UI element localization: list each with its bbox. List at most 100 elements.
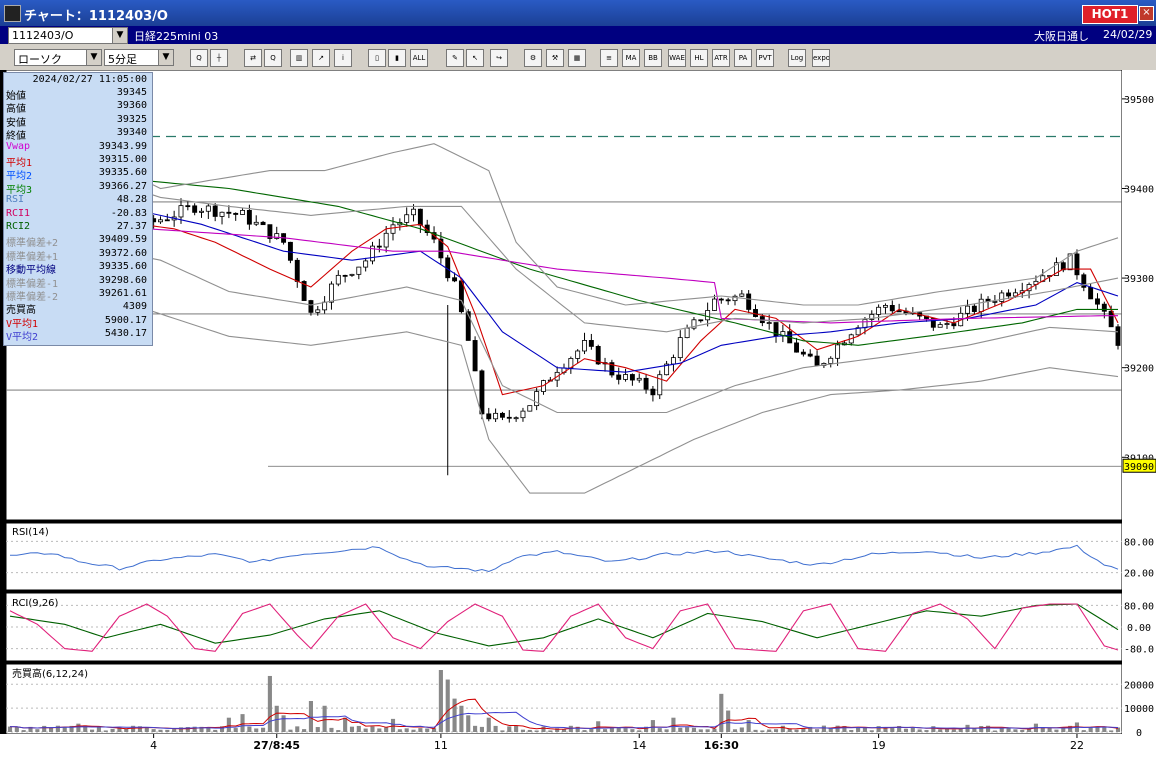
candle-body xyxy=(329,283,334,303)
current-price-label: 39090 xyxy=(1124,462,1154,473)
candle-body xyxy=(1053,262,1059,276)
toolbar-redo-icon[interactable]: ↪ xyxy=(490,49,508,67)
toolbar-bar-chart-icon[interactable]: ▥ xyxy=(290,49,308,67)
volume-bar xyxy=(411,729,416,732)
chevron-down-icon[interactable]: ▼ xyxy=(86,50,101,65)
period-select[interactable]: 5分足 ▼ xyxy=(104,49,174,66)
toolbar-wrench-icon[interactable]: ⚒ xyxy=(546,49,564,67)
chart-type-select[interactable]: ローソク ▼ xyxy=(14,49,102,66)
rsi-label: RSI(14) xyxy=(12,527,49,538)
volume-bar xyxy=(356,725,361,732)
volume-bar xyxy=(999,728,1004,732)
info-label: V平均2 xyxy=(6,332,39,344)
title-bar: チャート：1112403/O HOT1 × xyxy=(0,0,1156,26)
info-row: 移動平均線 39335.60 xyxy=(4,261,150,276)
info-row: RSI 48.28 xyxy=(4,194,150,207)
info-row: 高値 39360 xyxy=(4,100,150,115)
toolbar-bb-button[interactable]: BB xyxy=(644,49,662,67)
toolbar-price-band-button[interactable]: ≡ xyxy=(600,49,618,67)
toolbar-pvt-button[interactable]: PVT xyxy=(756,49,774,67)
candle-body xyxy=(534,391,540,407)
chart-area[interactable]: 39500394003930039200391003909080.0020.00… xyxy=(0,70,1156,760)
toolbar-info-icon[interactable]: i xyxy=(334,49,352,67)
toolbar-pa-button[interactable]: PA xyxy=(734,49,752,67)
info-row: 標準偏差+2 39409.59 xyxy=(4,234,150,249)
toolbar-zoom-icon[interactable]: Q xyxy=(190,49,208,67)
toolbar-compare-icon[interactable]: ⇄ xyxy=(244,49,262,67)
chevron-down-icon[interactable]: ▼ xyxy=(112,28,127,43)
chevron-down-icon[interactable]: ▼ xyxy=(158,50,173,65)
toolbar-pen-icon[interactable]: ✎ xyxy=(446,49,464,67)
volume-bar xyxy=(1102,727,1107,732)
rci-tick-label: 80.00 xyxy=(1124,601,1154,612)
candle-body xyxy=(739,293,745,297)
candle-body xyxy=(513,417,519,420)
info-value: 39261.61 xyxy=(98,288,147,299)
volume-bar xyxy=(1095,726,1100,732)
volume-bar xyxy=(322,705,327,732)
candle-body xyxy=(930,318,936,328)
volume-bar xyxy=(671,717,676,732)
toolbar-all-button[interactable]: ALL xyxy=(410,49,428,67)
info-label: 売買高 xyxy=(6,305,36,317)
candle-body xyxy=(363,260,369,268)
volume-bar xyxy=(1088,727,1093,732)
price-chart[interactable]: 39500394003930039200391003909080.0020.00… xyxy=(0,70,1156,760)
close-icon[interactable]: × xyxy=(1139,6,1154,21)
toolbar-gear-icon[interactable]: ⚙ xyxy=(524,49,542,67)
volume-bar xyxy=(876,726,881,732)
volume-bar xyxy=(349,726,355,732)
candle-body xyxy=(486,413,492,420)
volume-bar xyxy=(500,730,505,732)
volume-bar xyxy=(363,728,368,732)
volume-bar xyxy=(678,727,683,732)
volume-bar xyxy=(705,729,710,732)
overlay-line xyxy=(9,214,1119,396)
candle-body xyxy=(253,221,259,225)
volume-bar xyxy=(90,729,95,732)
candle-body xyxy=(670,357,676,365)
toolbar-candle-icon[interactable]: ▯ xyxy=(368,49,386,67)
toolbar-arrow-icon[interactable]: ↖ xyxy=(466,49,484,67)
toolbar-hl-button[interactable]: HL xyxy=(690,49,708,67)
symbol-select[interactable]: 1112403/O ▼ xyxy=(8,27,128,44)
toolbar-search-icon[interactable]: Q xyxy=(264,49,282,67)
candle-body xyxy=(260,221,266,226)
volume-bar xyxy=(808,726,813,732)
candle-body xyxy=(595,346,601,365)
toolbar-atr-button[interactable]: ATR xyxy=(712,49,730,67)
volume-bar xyxy=(657,728,662,732)
volume-bar xyxy=(561,729,567,732)
candle-body xyxy=(527,405,533,412)
toolbar-candle-alt-icon[interactable]: ▮ xyxy=(388,49,406,67)
candle-body xyxy=(971,305,977,312)
toolbar-wae-button[interactable]: WAE xyxy=(668,49,686,67)
candle-body xyxy=(766,322,772,324)
candle-body xyxy=(294,259,300,282)
candle-body xyxy=(629,374,635,381)
volume-bar xyxy=(691,727,697,732)
candle-body xyxy=(677,337,683,359)
volume-bar xyxy=(760,730,765,732)
volume-bar xyxy=(1020,729,1025,732)
volume-bar xyxy=(274,705,279,732)
info-value: 39315.00 xyxy=(98,154,147,165)
toolbar-palette-icon[interactable]: ▦ xyxy=(568,49,586,67)
toolbar-trend-icon[interactable]: ↗ xyxy=(312,49,330,67)
volume-bar xyxy=(767,729,772,732)
candle-body xyxy=(800,351,806,355)
toolbar-export-icon[interactable]: export-icon xyxy=(812,49,830,67)
session-label: 大阪日通し xyxy=(1034,30,1089,43)
info-value: 39366.27 xyxy=(98,180,147,192)
hot-button[interactable]: HOT1 xyxy=(1082,5,1138,24)
toolbar-cursor-icon[interactable]: ┼ xyxy=(210,49,228,67)
candle-body xyxy=(452,277,458,282)
info-value: 39372.60 xyxy=(98,247,147,259)
candle-body xyxy=(828,357,834,364)
candle-body xyxy=(862,319,868,329)
volume-bar xyxy=(685,727,690,732)
toolbar-log-button[interactable]: Log xyxy=(788,49,806,67)
toolbar-ma-button[interactable]: MA xyxy=(622,49,640,67)
volume-bar xyxy=(178,727,184,732)
volume-bar xyxy=(14,727,19,732)
